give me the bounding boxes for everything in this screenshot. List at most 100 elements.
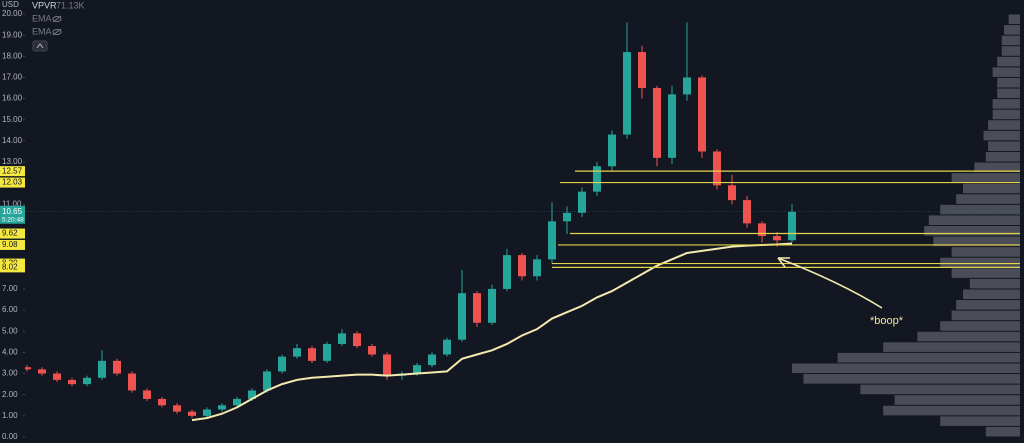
volume-bar: [940, 321, 1020, 331]
candle-body: [68, 379, 76, 385]
volume-bar: [1008, 14, 1020, 25]
volume-bar: [894, 395, 1020, 405]
level-label-box: [0, 262, 25, 273]
candle-body: [788, 211, 796, 241]
y-tick-label: 19.00: [2, 30, 23, 39]
candle-body: [143, 390, 151, 399]
candle-body: [563, 212, 571, 222]
volume-bar: [988, 120, 1020, 130]
volume-bar: [992, 67, 1020, 77]
candle-body: [593, 166, 601, 192]
volume-bar: [933, 236, 1020, 247]
candle-body: [758, 223, 766, 237]
y-tick-label: 15.00: [2, 115, 23, 124]
annotation-arrowhead: [777, 257, 790, 268]
level-label: 8.02: [2, 262, 18, 271]
candle-body: [218, 405, 226, 410]
volume-bar: [951, 310, 1020, 321]
candle-body: [713, 151, 721, 186]
candle-body: [323, 343, 331, 361]
candle-body: [698, 77, 706, 152]
y-tick-label: 3.00: [2, 369, 18, 378]
volume-bar: [803, 374, 1020, 384]
candle-body: [443, 339, 451, 355]
candle-body: [458, 293, 466, 340]
trend-line: [191, 242, 793, 422]
y-tick-label: 16.00: [2, 94, 23, 103]
volume-bar: [940, 204, 1020, 215]
volume-bar: [924, 226, 1020, 236]
candle-body: [308, 348, 316, 361]
candle-body: [173, 405, 181, 412]
candle-body: [773, 236, 781, 241]
candle-body: [128, 373, 136, 391]
price-axis: USD 0.001.002.003.004.005.006.007.009.00…: [0, 0, 25, 443]
volume-profile: [792, 14, 1020, 437]
candle-body: [338, 333, 346, 344]
candle-body: [38, 369, 46, 374]
visibility-icon: [52, 15, 62, 23]
candle-body: [203, 409, 211, 416]
volume-bar: [963, 289, 1020, 300]
y-tick-label: 6.00: [2, 305, 18, 314]
candle-body: [188, 411, 196, 416]
volume-bar: [917, 331, 1020, 342]
y-tick-label: 13.00: [2, 157, 23, 166]
candle-body: [53, 373, 61, 380]
volume-bar: [969, 278, 1020, 289]
volume-bar: [992, 109, 1020, 120]
visibility-icon[interactable]: [52, 29, 62, 35]
candle-body: [368, 346, 376, 355]
volume-bar: [988, 141, 1020, 151]
y-tick-label: 2.00: [2, 390, 18, 399]
candle-body: [728, 185, 736, 201]
volume-bar: [983, 130, 1020, 141]
y-tick-label: 4.00: [2, 348, 18, 357]
volume-bar: [940, 416, 1020, 426]
candle-body: [668, 94, 676, 158]
level-label: 12.03: [2, 178, 23, 187]
volume-bar: [1001, 35, 1020, 46]
candle-body: [683, 77, 691, 95]
candle-body: [278, 356, 286, 372]
volume-bar: [837, 352, 1020, 363]
indicator-name: VPVR: [32, 0, 57, 10]
volume-bar: [940, 257, 1020, 268]
y-tick-label: 11.00: [2, 199, 22, 208]
candle-body: [353, 333, 361, 347]
level-label-box: [0, 239, 25, 250]
candle-body: [23, 367, 31, 370]
volume-bar: [985, 151, 1020, 162]
volume-bar: [963, 183, 1020, 194]
volume-bar: [1001, 46, 1020, 56]
volume-bar: [997, 88, 1020, 99]
volume-bar: [997, 56, 1020, 67]
candle-body: [743, 200, 751, 224]
y-tick-label: 5.00: [2, 326, 18, 335]
volume-bar: [956, 194, 1020, 204]
annotation-arrow: [777, 257, 883, 309]
volume-bar: [992, 99, 1020, 109]
candle-body: [113, 360, 121, 374]
visibility-icon[interactable]: [52, 16, 62, 22]
candle-body: [623, 52, 631, 135]
volume-bar: [951, 247, 1020, 257]
candle-body: [98, 360, 106, 378]
collapse-button[interactable]: [32, 40, 48, 52]
level-label-box: [0, 166, 25, 177]
y-tick-label: 17.00: [2, 73, 23, 82]
volume-bar: [1004, 25, 1020, 35]
level-label-box: [0, 228, 25, 239]
volume-bar: [883, 405, 1020, 416]
volume-bar: [951, 173, 1020, 183]
last-price-label: 10.65: [2, 207, 23, 216]
overlay-name: EMA: [32, 26, 52, 36]
y-tick-label: 18.00: [2, 51, 23, 60]
level-label-box: [0, 177, 25, 188]
volume-bar: [883, 342, 1020, 352]
y-tick-label: 20.00: [2, 9, 23, 18]
candle-body: [383, 354, 391, 376]
candle-body: [83, 377, 91, 385]
countdown-label: 5:20:48: [2, 216, 24, 223]
